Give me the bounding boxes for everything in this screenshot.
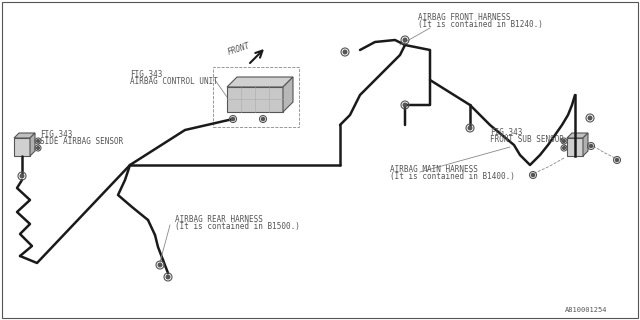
Circle shape [589, 144, 593, 148]
Text: FIG.343: FIG.343 [40, 130, 72, 139]
Text: SIDE AIRBAG SENSOR: SIDE AIRBAG SENSOR [40, 137, 124, 146]
Polygon shape [14, 138, 30, 156]
Polygon shape [283, 77, 293, 112]
Circle shape [343, 50, 347, 54]
Text: (It is contained in B1500.): (It is contained in B1500.) [175, 222, 300, 231]
Text: AIRBAG CONTROL UNIT: AIRBAG CONTROL UNIT [130, 77, 218, 86]
Text: FIG.343: FIG.343 [490, 128, 522, 137]
Circle shape [261, 117, 264, 121]
Polygon shape [14, 133, 35, 138]
Text: FRONT SUB SENSOR: FRONT SUB SENSOR [490, 135, 564, 144]
Circle shape [531, 173, 534, 177]
Circle shape [468, 126, 472, 130]
Polygon shape [227, 87, 283, 112]
Circle shape [158, 263, 162, 267]
Circle shape [232, 117, 235, 121]
Text: (It is contained in B1240.): (It is contained in B1240.) [418, 20, 543, 29]
Circle shape [588, 116, 592, 120]
Text: FRONT: FRONT [226, 41, 251, 57]
Circle shape [616, 158, 619, 162]
Text: AIRBAG FRONT HARNESS: AIRBAG FRONT HARNESS [418, 13, 511, 22]
Circle shape [166, 275, 170, 279]
Text: AIRBAG MAIN HARNESS: AIRBAG MAIN HARNESS [390, 165, 478, 174]
Circle shape [563, 147, 565, 149]
Circle shape [36, 140, 39, 142]
Circle shape [403, 103, 407, 107]
Text: AIRBAG REAR HARNESS: AIRBAG REAR HARNESS [175, 215, 263, 224]
Polygon shape [583, 133, 588, 156]
Circle shape [20, 174, 24, 178]
Text: (It is contained in B1400.): (It is contained in B1400.) [390, 172, 515, 181]
Text: FIG.343: FIG.343 [130, 70, 163, 79]
Circle shape [563, 140, 565, 142]
Circle shape [403, 38, 407, 42]
Polygon shape [227, 77, 293, 87]
Bar [213, 67, 299, 127]
Polygon shape [567, 138, 583, 156]
Circle shape [36, 147, 39, 149]
Polygon shape [30, 133, 35, 156]
Polygon shape [567, 133, 588, 138]
Text: A810001254: A810001254 [565, 307, 607, 313]
